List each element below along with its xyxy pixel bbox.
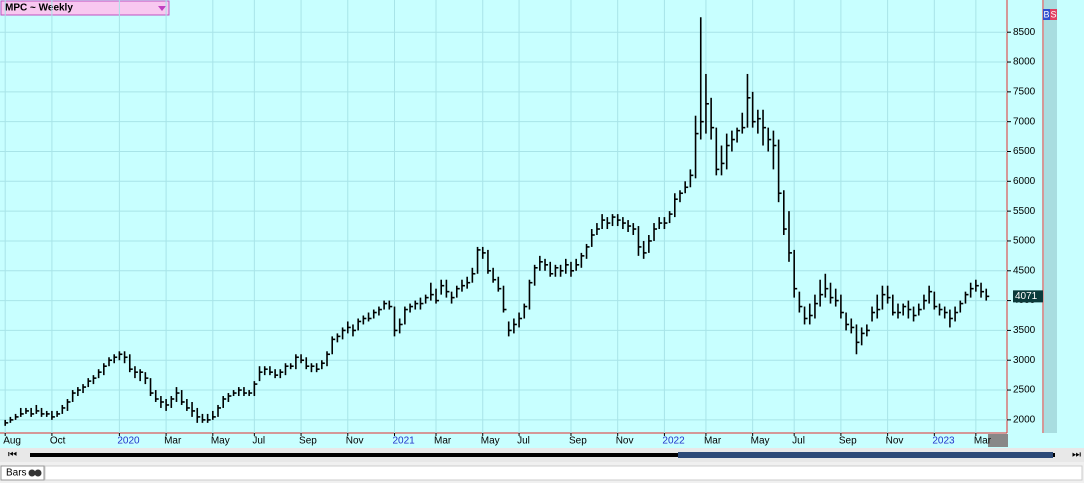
y-tick-label: 8000 bbox=[1013, 57, 1036, 68]
dropdown-arrow[interactable] bbox=[158, 6, 166, 11]
y-tick-label: 3500 bbox=[1013, 325, 1036, 336]
y-tick-label: 4500 bbox=[1013, 265, 1036, 276]
x-tick-label: Nov bbox=[346, 436, 364, 447]
x-tick-label: May bbox=[211, 436, 230, 447]
button[interactable] bbox=[1043, 9, 1050, 20]
x-tick-label: Jul bbox=[517, 436, 530, 447]
y-tick-label: 7500 bbox=[1013, 86, 1036, 97]
x-tick-label: Mar bbox=[434, 436, 452, 447]
x-tick-label: Sep bbox=[569, 436, 587, 447]
scroll-track bbox=[30, 453, 1055, 457]
zoom-box[interactable] bbox=[988, 434, 1008, 447]
y-tick-label: 7000 bbox=[1013, 116, 1036, 127]
x-tick-label: May bbox=[751, 436, 770, 447]
y-tick-label: 8500 bbox=[1013, 27, 1036, 38]
x-tick-label: 2021 bbox=[392, 436, 415, 447]
button-label: B bbox=[1043, 9, 1049, 19]
x-tick-label: Nov bbox=[616, 436, 634, 447]
plot-background bbox=[0, 0, 1084, 448]
y-tick-label: 6000 bbox=[1013, 176, 1036, 187]
scroll-button[interactable]: ⏭ bbox=[1072, 450, 1081, 461]
x-tick-label: Oct bbox=[50, 436, 66, 447]
y-tick-label: 3000 bbox=[1013, 355, 1036, 366]
x-tick-label: Nov bbox=[886, 436, 904, 447]
style-icon[interactable] bbox=[34, 469, 42, 477]
button-label: S bbox=[1050, 9, 1056, 19]
y-tick-label: 2000 bbox=[1013, 415, 1036, 426]
last-price-box bbox=[1013, 290, 1043, 303]
x-tick-label: Sep bbox=[299, 436, 317, 447]
y-tick-label: 5500 bbox=[1013, 206, 1036, 217]
style-box[interactable] bbox=[0, 465, 45, 481]
x-tick-label: May bbox=[481, 436, 500, 447]
side-strip bbox=[1044, 0, 1057, 433]
y-tick-label: 2500 bbox=[1013, 385, 1036, 396]
x-tick-label: Sep bbox=[839, 436, 857, 447]
title-box[interactable] bbox=[0, 0, 170, 16]
x-tick-label: Jul bbox=[252, 436, 265, 447]
x-tick-label: 2022 bbox=[662, 436, 685, 447]
x-tick-label: Mar bbox=[164, 436, 182, 447]
x-tick-label: Mar bbox=[974, 436, 992, 447]
status-bar bbox=[44, 465, 1083, 481]
last-price-label: 4071 bbox=[1015, 291, 1038, 302]
style-label: Bars bbox=[6, 468, 27, 479]
x-tick-label: 2020 bbox=[117, 436, 140, 447]
chart-title: MPC ~ Weekly bbox=[5, 3, 73, 14]
scroll-button[interactable]: ⏮ bbox=[8, 450, 17, 461]
x-tick-label: 2023 bbox=[932, 436, 955, 447]
x-tick-label: Jul bbox=[792, 436, 805, 447]
scroll-thumb[interactable] bbox=[678, 452, 1053, 458]
x-tick-label: Mar bbox=[704, 436, 722, 447]
style-icon[interactable] bbox=[28, 469, 36, 477]
button[interactable] bbox=[1050, 9, 1057, 20]
x-tick-label: Aug bbox=[3, 436, 21, 447]
y-tick-label: 6500 bbox=[1013, 146, 1036, 157]
y-tick-label: 5000 bbox=[1013, 236, 1036, 247]
